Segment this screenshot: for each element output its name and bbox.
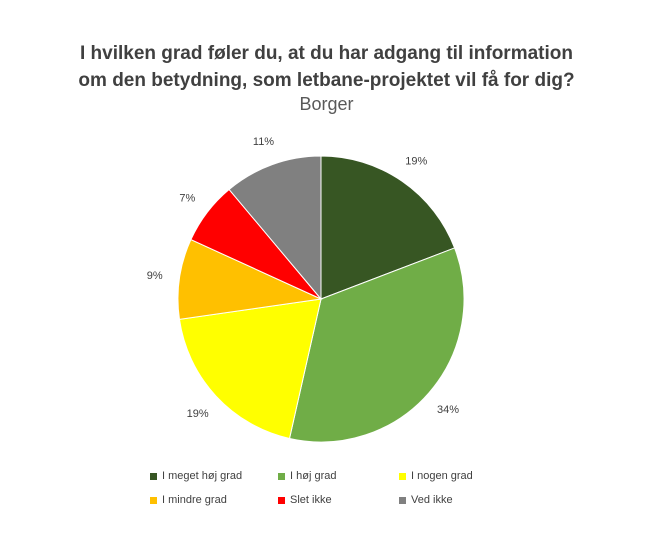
legend-label: I nogen grad <box>411 470 473 482</box>
pie-slice-2 <box>178 298 322 440</box>
pie-slice-3 <box>177 238 323 320</box>
legend-label: I høj grad <box>290 470 337 482</box>
pie-slice-1 <box>288 247 465 443</box>
data-label-5: 11% <box>253 136 274 148</box>
legend-label: I mindre grad <box>162 494 227 506</box>
legend-swatch <box>399 496 406 504</box>
data-label-0: 19% <box>405 156 427 168</box>
legend-swatch <box>278 496 285 504</box>
legend-swatch <box>399 472 406 480</box>
chart-title: I hvilken grad føler du, at du har adgan… <box>0 40 653 94</box>
legend-label: Ved ikke <box>411 494 453 506</box>
chart-title-line-2: om den betydning, som letbane-projektet … <box>78 70 575 91</box>
data-label-4: 7% <box>179 192 195 204</box>
legend-swatch <box>278 472 285 480</box>
data-label-3: 9% <box>147 270 163 282</box>
data-label-2: 19% <box>187 408 209 420</box>
legend-label: I meget høj grad <box>162 470 243 482</box>
legend-label: Slet ikke <box>290 494 332 506</box>
data-label-1: 34% <box>437 404 459 416</box>
chart-title-line-1: I hvilken grad føler du, at du har adgan… <box>80 43 573 64</box>
legend-item-meget-hoej-grad: I meget høj grad <box>150 470 242 482</box>
legend-item-ved-ikke: Ved ikke <box>399 494 453 506</box>
legend-swatch <box>150 496 157 504</box>
legend-item-slet-ikke: Slet ikke <box>278 494 332 506</box>
legend-item-nogen-grad: I nogen grad <box>399 470 473 482</box>
legend-swatch <box>150 472 157 480</box>
pie-slice-0 <box>320 155 456 300</box>
pie-slice-5 <box>228 155 322 301</box>
legend-item-hoej-grad: I høj grad <box>278 470 336 482</box>
chart-subtitle: Borger <box>299 94 354 114</box>
legend-item-mindre-grad: I mindre grad <box>150 494 227 506</box>
